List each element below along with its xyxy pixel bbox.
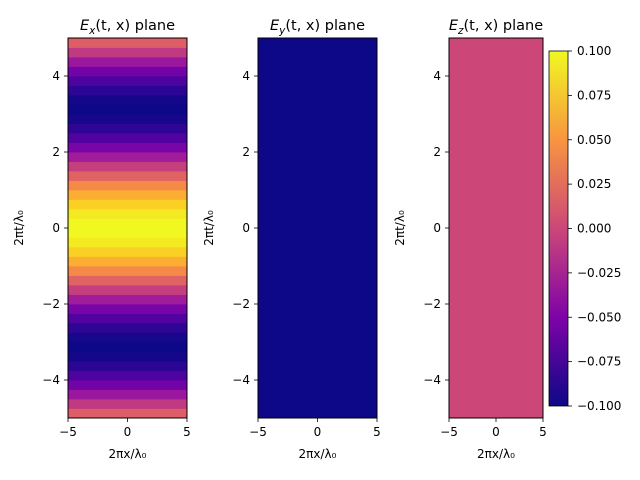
- heatmap-cell: [68, 209, 187, 219]
- y-tick-label: 4: [52, 69, 60, 83]
- colorbar-tick-label: 0.050: [577, 133, 611, 147]
- heatmap-cell: [68, 361, 187, 371]
- y-axis-label: 2πt/λ₀: [393, 210, 407, 246]
- heatmap-cell: [68, 152, 187, 162]
- heatmap-cell: [68, 180, 187, 191]
- panel-title: Ey(t, x) plane: [270, 18, 365, 37]
- colorbar-tick-label: 0.025: [577, 177, 611, 191]
- heatmap-cell: [68, 114, 187, 124]
- y-tick-label: 4: [433, 69, 441, 83]
- y-axis-label: 2πt/λ₀: [12, 210, 26, 246]
- x-tick-label: 5: [539, 425, 547, 439]
- colorbar-tick-label: −0.025: [577, 266, 621, 280]
- x-tick-label: −5: [59, 425, 77, 439]
- heatmap-cell: [68, 95, 187, 105]
- x-axis-label: 2πx/λ₀: [109, 447, 147, 461]
- heatmap-cell: [68, 104, 187, 115]
- heatmap-cell: [68, 256, 187, 267]
- heatmap-cell: [258, 38, 377, 418]
- x-tick-label: 0: [492, 425, 500, 439]
- y-tick-label: 2: [52, 145, 60, 159]
- y-tick-label: −2: [42, 297, 60, 311]
- heatmap-cell: [68, 38, 187, 48]
- colorbar-gradient: [549, 51, 568, 406]
- heatmap-cell: [68, 76, 187, 86]
- heatmap-cell: [68, 47, 187, 58]
- y-tick-label: 0: [433, 221, 441, 235]
- x-tick-label: −5: [249, 425, 267, 439]
- colorbar-tick-label: 0.100: [577, 44, 611, 58]
- heatmap-cell: [68, 380, 187, 390]
- y-axis-label: 2πt/λ₀: [202, 210, 216, 246]
- heatmap-cell: [68, 399, 187, 409]
- heatmap-cell: [68, 351, 187, 362]
- heatmap-cell: [68, 66, 187, 77]
- x-tick-label: −5: [440, 425, 458, 439]
- y-tick-label: 2: [242, 145, 250, 159]
- heatmap-cell: [68, 161, 187, 172]
- y-tick-label: −4: [423, 373, 441, 387]
- colorbar-tick-label: −0.100: [577, 399, 621, 413]
- heatmap-cell: [68, 218, 187, 229]
- panel-2: −5 0 5 −4 −2 0 2 4 Ey(t, x) plane 2πx/λ₀ 2πt/λ₀: [202, 18, 381, 461]
- panel-1: −5 0 5 −4 −2 0 2 4 Ex(t, x) plane 2πx/λ₀ 2πt/λ₀: [12, 18, 191, 461]
- x-tick-label: 0: [124, 425, 132, 439]
- colorbar-tick-label: −0.050: [577, 310, 621, 324]
- x-tick-label: 5: [373, 425, 381, 439]
- colorbar-tick-label: −0.075: [577, 355, 621, 369]
- y-tick-label: 4: [242, 69, 250, 83]
- heatmap-cell: [68, 142, 187, 153]
- colorbar-tick-label: 0.075: [577, 88, 611, 102]
- heatmap-cell: [68, 323, 187, 333]
- x-axis-label: 2πx/λ₀: [299, 447, 337, 461]
- heatmap-cell: [68, 304, 187, 314]
- heatmap-cell: [68, 199, 187, 210]
- y-tick-label: 2: [433, 145, 441, 159]
- heatmap-cell: [68, 285, 187, 295]
- heatmap-cell: [68, 389, 187, 400]
- heatmap-cell: [68, 408, 187, 419]
- heatmap-cell: [68, 266, 187, 276]
- heatmap-cell: [68, 237, 187, 248]
- heatmap-cell: [68, 342, 187, 352]
- colorbar: −0.100 −0.075 −0.050 −0.025 0.000 0.025 0.050 0…: [548, 44, 621, 413]
- y-tick-label: 0: [52, 221, 60, 235]
- heatmap-cell: [68, 370, 187, 381]
- heatmap-cell: [68, 228, 187, 238]
- heatmap-cell: [68, 313, 187, 324]
- heatmap-cell: [68, 275, 187, 286]
- x-tick-label: 5: [183, 425, 191, 439]
- heatmap-cell: [68, 171, 187, 181]
- heatmap-cell: [68, 294, 187, 305]
- y-tick-label: 0: [242, 221, 250, 235]
- heatmap-cell: [68, 247, 187, 257]
- y-tick-label: −4: [232, 373, 250, 387]
- heatmap-cell: [68, 123, 187, 134]
- x-tick-label: 0: [314, 425, 322, 439]
- panel-title: Ez(t, x) plane: [449, 18, 543, 37]
- y-tick-label: −2: [423, 297, 441, 311]
- heatmap-cell: [68, 190, 187, 200]
- y-tick-label: −2: [232, 297, 250, 311]
- colorbar-tick-label: 0.000: [577, 222, 611, 236]
- heatmap-cell: [68, 85, 187, 96]
- heatmap-cell: [68, 133, 187, 143]
- y-tick-label: −4: [42, 373, 60, 387]
- heatmap-cell: [68, 332, 187, 343]
- panel-3: −5 0 5 −4 −2 0 2 4 Ez(t, x) plane 2πx/λ₀ 2πt/λ₀: [393, 18, 547, 461]
- heatmap-cell: [68, 57, 187, 67]
- x-axis-label: 2πx/λ₀: [477, 447, 515, 461]
- heatmap-cell: [449, 38, 543, 418]
- panel-title: Ex(t, x) plane: [80, 18, 175, 37]
